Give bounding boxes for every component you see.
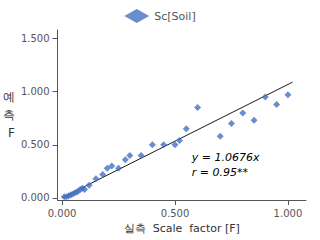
svg-text:F: F bbox=[8, 126, 15, 140]
svg-text:0.000: 0.000 bbox=[21, 192, 50, 203]
svg-text:1.500: 1.500 bbox=[21, 33, 50, 44]
svg-text:Sc[Soil]: Sc[Soil] bbox=[154, 10, 195, 23]
svg-text:예: 예 bbox=[3, 90, 15, 104]
svg-text:1.000: 1.000 bbox=[274, 208, 303, 219]
svg-text:실측 Scale factor [F]: 실측 Scale factor [F] bbox=[124, 222, 240, 235]
svg-text:0.500: 0.500 bbox=[21, 139, 50, 150]
svg-text:r = 0.95**: r = 0.95** bbox=[192, 166, 249, 179]
svg-text:측: 측 bbox=[3, 108, 15, 122]
svg-text:1.000: 1.000 bbox=[21, 86, 50, 97]
svg-text:y = 1.0676x: y = 1.0676x bbox=[191, 151, 260, 164]
svg-text:0.500: 0.500 bbox=[161, 208, 190, 219]
svg-text:0.000: 0.000 bbox=[48, 208, 77, 219]
